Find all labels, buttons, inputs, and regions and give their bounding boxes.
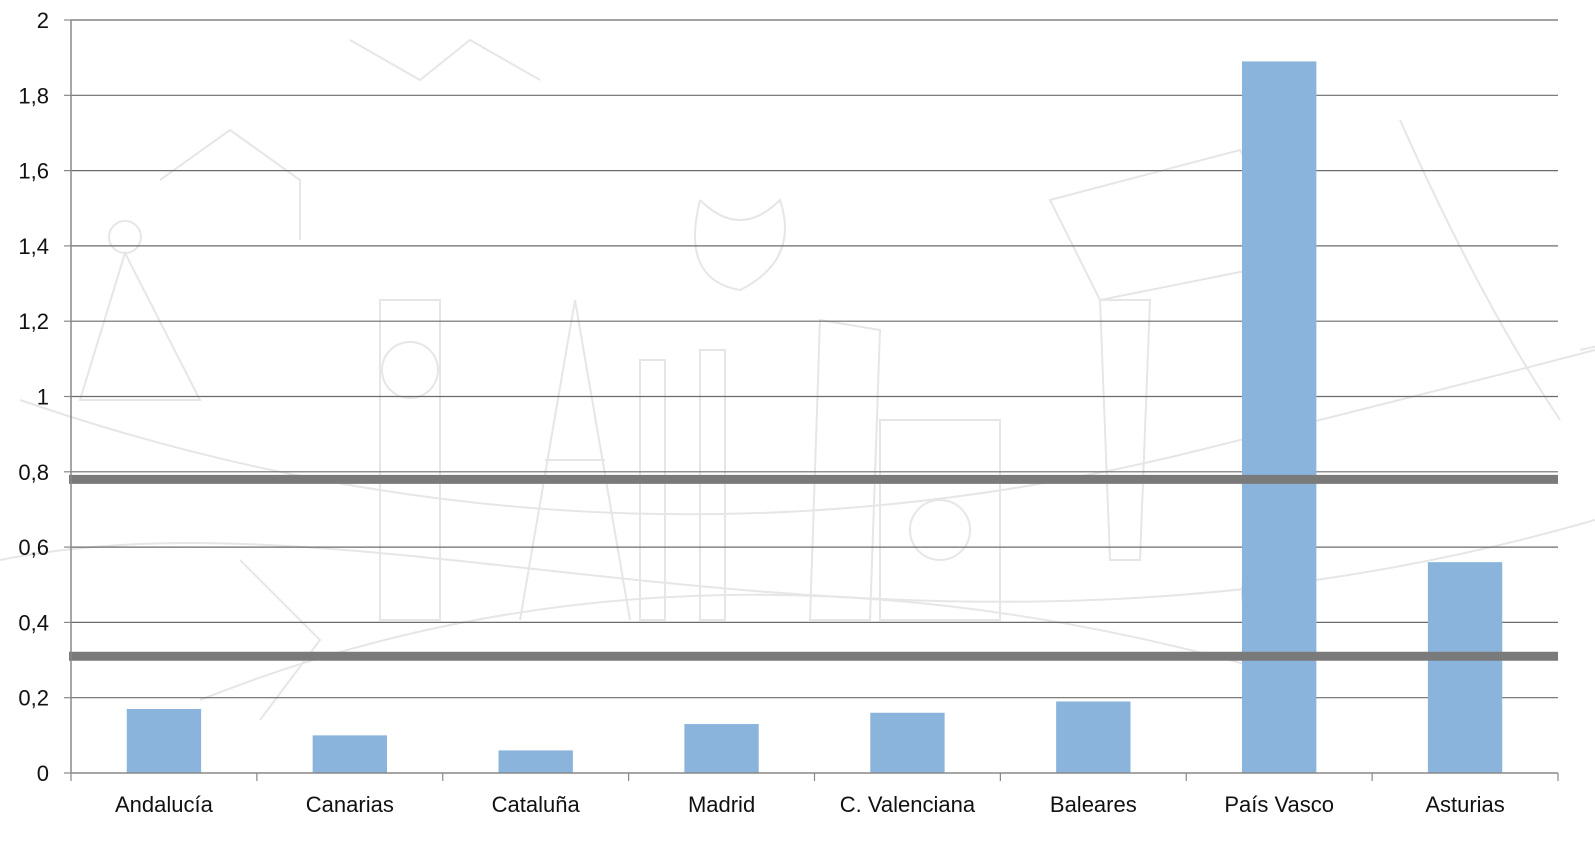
x-tick-label: Madrid bbox=[688, 792, 755, 817]
y-tick-label: 2 bbox=[37, 8, 49, 33]
x-tick-label: Cataluña bbox=[492, 792, 581, 817]
x-tick-label: Canarias bbox=[306, 792, 394, 817]
background-sketch bbox=[0, 40, 1595, 720]
y-tick-label: 1,4 bbox=[18, 234, 49, 259]
y-tick-label: 1,2 bbox=[18, 309, 49, 334]
bar-andaluc-a bbox=[127, 709, 201, 773]
bar-c-valenciana bbox=[870, 713, 944, 773]
x-axis-tick-labels: Andalucía Canarias Cataluña Madrid C. Valenc… bbox=[71, 773, 1558, 817]
y-axis-tick-labels: 0 0,2 0,4 0,6 0,8 1 1,2 1,4 1,6 1,8 2 bbox=[18, 8, 71, 786]
y-tick-label: 0 bbox=[37, 761, 49, 786]
y-tick-label: 1 bbox=[37, 385, 49, 410]
bar-asturias bbox=[1428, 562, 1502, 773]
y-tick-label: 0,2 bbox=[18, 686, 49, 711]
bar-madrid bbox=[684, 724, 758, 773]
bar-pa-s-vasco bbox=[1242, 61, 1316, 773]
y-tick-label: 0,6 bbox=[18, 535, 49, 560]
x-tick-label: Baleares bbox=[1050, 792, 1137, 817]
bar-canarias bbox=[313, 735, 387, 773]
y-tick-label: 0,4 bbox=[18, 610, 49, 635]
y-tick-label: 0,8 bbox=[18, 460, 49, 485]
x-tick-label: Asturias bbox=[1425, 792, 1504, 817]
bar-catalu-a bbox=[499, 750, 573, 773]
x-tick-label: C. Valenciana bbox=[840, 792, 976, 817]
y-tick-label: 1,8 bbox=[18, 83, 49, 108]
x-tick-label: Andalucía bbox=[115, 792, 214, 817]
bar-baleares bbox=[1056, 701, 1130, 773]
x-tick-label: País Vasco bbox=[1224, 792, 1334, 817]
bars bbox=[127, 61, 1502, 773]
y-tick-label: 1,6 bbox=[18, 159, 49, 184]
